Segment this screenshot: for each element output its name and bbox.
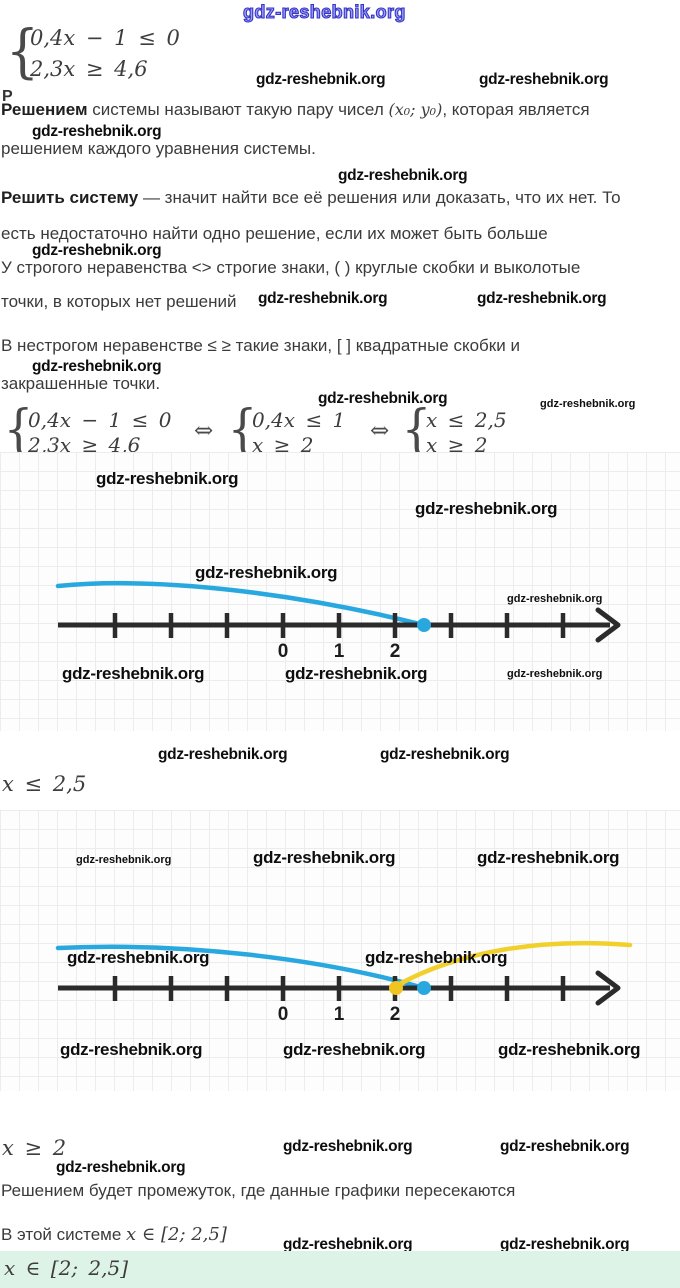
axis-arrowhead-icon <box>595 607 621 643</box>
site-watermark: gdz-reshebnik.org <box>242 1 406 22</box>
watermark: gdz-reshebnik.org <box>56 1159 186 1176</box>
system-c-line-1: x ≤ 2,5 <box>426 408 507 432</box>
paragraph-result: В этой системе x ∈ [2; 2,5] <box>1 1224 227 1245</box>
filled-point-2 <box>389 981 403 995</box>
paragraph-definition: Решением системы называют такую пару чис… <box>1 100 590 119</box>
paragraph-nonstrict: В нестрогом неравенстве ≤ ≥ такие знаки,… <box>1 336 520 355</box>
watermark: gdz-reshebnik.org <box>253 848 396 867</box>
tick-label-1: 1 <box>333 641 345 662</box>
watermark: gdz-reshebnik.org <box>258 290 388 307</box>
axis-ticks <box>112 613 566 638</box>
paragraph-solve: Решить систему — значит найти все её реш… <box>1 188 621 207</box>
paragraph-strict-cont: точки, в которых нет решений <box>1 292 237 311</box>
watermark: gdz-reshebnik.org <box>318 390 448 407</box>
paragraph-nonstrict-cont: закрашенные точки. <box>1 374 161 393</box>
watermark: gdz-reshebnik.org <box>195 563 338 582</box>
paragraph-solve-cont: есть недостаточно найти одно решение, ес… <box>1 224 548 243</box>
inline-math-interval: x ∈ [2; 2,5] <box>126 1224 227 1245</box>
curve-x-le-2-5 <box>55 944 427 991</box>
paragraph-lead: Решить систему <box>1 188 139 207</box>
watermark: gdz-reshebnik.org <box>365 948 508 967</box>
system-a-line-1: 0,4x − 1 ≤ 0 <box>28 408 172 432</box>
watermark: gdz-reshebnik.org <box>283 1236 413 1253</box>
system-brace: { <box>3 400 34 460</box>
watermark: gdz-reshebnik.org <box>158 746 288 763</box>
watermark: gdz-reshebnik.org <box>76 854 172 866</box>
watermark: gdz-reshebnik.org <box>285 664 428 683</box>
watermark: gdz-reshebnik.org <box>60 1040 203 1059</box>
watermark: gdz-reshebnik.org <box>283 1040 426 1059</box>
text-fragment: Р <box>2 88 13 105</box>
watermark: gdz-reshebnik.org <box>507 668 603 680</box>
watermark: gdz-reshebnik.org <box>477 290 607 307</box>
answer-highlight: x ∈ [2; 2,5] <box>0 1251 680 1288</box>
axis-arrowhead-icon <box>595 970 621 1006</box>
tick-label-0: 0 <box>277 1004 289 1025</box>
graph-paper-1: gdz-reshebnik.org gdz-reshebnik.org gdz-… <box>0 452 680 731</box>
watermark: gdz-reshebnik.org <box>67 948 210 967</box>
watermark: gdz-reshebnik.org <box>96 469 239 488</box>
curve-x-le-2-5 <box>55 580 427 628</box>
filled-point-2-5 <box>417 981 431 995</box>
watermark: gdz-reshebnik.org <box>500 1138 630 1155</box>
answer-interval: x ∈ [2; 2,5] <box>4 1256 129 1280</box>
watermark: gdz-reshebnik.org <box>32 123 162 140</box>
watermark: gdz-reshebnik.org <box>338 167 468 184</box>
tick-label-0: 0 <box>277 641 289 662</box>
system-line-1: 0,4x − 1 ≤ 0 <box>30 26 180 50</box>
system-brace: { <box>401 400 432 460</box>
watermark: gdz-reshebnik.org <box>256 71 386 88</box>
watermark: gdz-reshebnik.org <box>62 664 205 683</box>
watermark: gdz-reshebnik.org <box>380 746 510 763</box>
equivalence-arrow: ⇔ <box>370 418 390 444</box>
system-brace: { <box>5 17 40 85</box>
curve-x-ge-2 <box>393 940 633 989</box>
number-line-diagram-2 <box>55 940 633 1006</box>
watermark: gdz-reshebnik.org <box>283 1138 413 1155</box>
paragraph-lead: Решением <box>1 100 88 119</box>
watermark: gdz-reshebnik.org <box>500 1236 630 1253</box>
paragraph-strict: У строгого неравенства <> строгие знаки,… <box>1 258 581 277</box>
inequality-x-ge-2: x ≥ 2 <box>2 1136 67 1160</box>
inline-math-pair: (x₀; y₀) <box>388 100 443 119</box>
graph-paper-2: gdz-reshebnik.org gdz-reshebnik.org gdz-… <box>0 810 680 1091</box>
watermark: gdz-reshebnik.org <box>540 398 636 410</box>
paragraph-conclusion: Решением будет промежуток, где данные гр… <box>1 1181 516 1200</box>
tick-label-1: 1 <box>333 1004 345 1025</box>
system-b-line-1: 0,4x ≤ 1 <box>252 408 346 432</box>
number-line-diagram-1 <box>55 580 621 643</box>
watermark: gdz-reshebnik.org <box>507 593 603 605</box>
paragraph-definition-cont: решением каждого уравнения системы. <box>1 139 316 158</box>
system-line-2: 2,3x ≥ 4,6 <box>30 57 148 81</box>
filled-point-2-5 <box>417 618 431 632</box>
system-brace: { <box>227 400 258 460</box>
watermark: gdz-reshebnik.org <box>32 358 162 375</box>
watermark: gdz-reshebnik.org <box>415 499 558 518</box>
watermark: gdz-reshebnik.org <box>498 1040 641 1059</box>
tick-label-2: 2 <box>389 641 401 662</box>
tick-label-2: 2 <box>389 1004 401 1025</box>
inequality-x-le-2-5: x ≤ 2,5 <box>2 772 87 796</box>
watermark: gdz-reshebnik.org <box>32 242 162 259</box>
watermark: gdz-reshebnik.org <box>479 71 609 88</box>
equivalence-arrow: ⇔ <box>194 418 214 444</box>
watermark: gdz-reshebnik.org <box>477 848 620 867</box>
